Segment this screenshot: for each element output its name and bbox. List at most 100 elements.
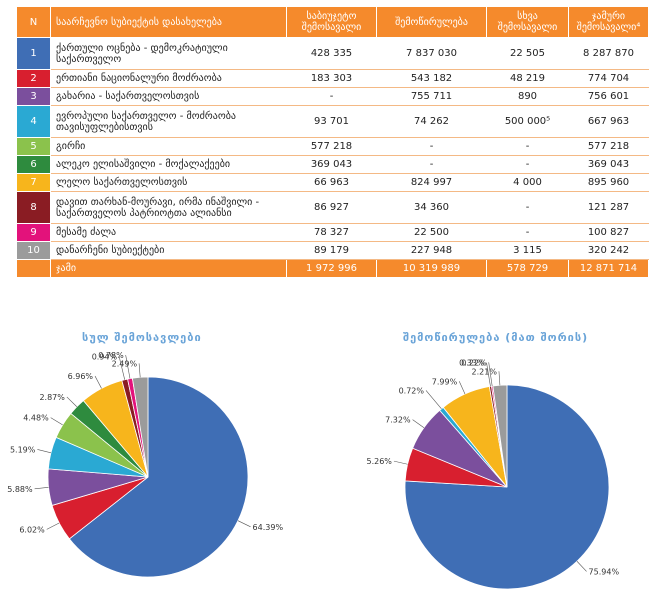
pie-slice-label: 6.02% — [19, 525, 45, 534]
total-other: 578 729 — [486, 259, 569, 278]
pie-slice-label: 75.94% — [589, 567, 620, 576]
pie-slice — [68, 376, 249, 578]
pie-leader-line — [138, 363, 141, 378]
pie-leader-line — [412, 419, 425, 428]
header-other-income: სხვა შემოსავალი — [486, 6, 569, 38]
pie-leader-line — [50, 417, 63, 426]
total-income: 320 242 — [568, 241, 649, 260]
other-income: 4 000 — [486, 173, 569, 192]
pie-donations: 75.94% 5.26% 7.32% 0.72% 7.99%0.33%0.22%2.21… — [366, 358, 620, 590]
subject-name: ერთიანი ნაციონალური მოძრაობა — [50, 69, 287, 88]
pie-slice-label: 2.21% — [472, 367, 498, 376]
pie-slice-label: 5.19% — [10, 445, 36, 454]
subject-name: გირჩი — [50, 137, 287, 156]
pie-slice-label: 0.72% — [399, 386, 425, 395]
pie-leader-line — [125, 354, 131, 379]
table-row: 4 ევროპული საქართველო - მოძრაობა თავისუფლ… — [16, 105, 649, 138]
table-row: 3 გახარია - საქართველოსთვის -755 711 890 756… — [16, 87, 649, 106]
row-number: 7 — [16, 173, 51, 192]
other-income: - — [486, 191, 569, 224]
donations: 74 262 — [376, 105, 487, 138]
pie-leader-line — [498, 371, 501, 386]
table-row: 8 დავით თარხან-მოურავი, ირმა ინაშვილი - ს… — [16, 191, 649, 224]
pie-leader-line — [237, 520, 251, 528]
pie-slice-label: 2.87% — [39, 393, 65, 402]
pie-slice-label: 7.99% — [432, 377, 458, 386]
income-table: N საარჩევნო სუბიექტის დასახელება საბიუჯე… — [16, 6, 649, 278]
subject-name: ალეკო ელისაშვილი - მოქალაქეები — [50, 155, 287, 174]
total-budget: 1 972 996 — [286, 259, 377, 278]
pie-slice-label: 0.33% — [459, 359, 485, 368]
other-income: - — [486, 155, 569, 174]
pie-leader-line — [46, 522, 60, 530]
table-row: 2 ერთიანი ნაციონალური მოძრაობა 183 303 543 … — [16, 69, 649, 88]
budget-income: 89 179 — [286, 241, 377, 260]
pie-slice-label: 2.49% — [112, 359, 138, 368]
pie-leader-line — [66, 396, 78, 407]
budget-income: 93 701 — [286, 105, 377, 138]
pie-slice-label: 0.78% — [98, 351, 124, 360]
header-donations: შემოწირულება — [376, 6, 487, 38]
donations: 22 500 — [376, 223, 487, 242]
donations: 824 997 — [376, 173, 487, 192]
header-n: N — [16, 6, 51, 38]
budget-income: 78 327 — [286, 223, 377, 242]
pie-leader-line — [118, 356, 126, 380]
pie-slice-label: 5.88% — [7, 485, 33, 494]
budget-income: 428 335 — [286, 37, 377, 70]
header-budget-income: საბიუჯეტო შემოსავალი — [286, 6, 377, 38]
pie-leader-line — [425, 390, 442, 410]
total-n — [16, 259, 51, 278]
donations: 34 360 — [376, 191, 487, 224]
donations: 7 837 030 — [376, 37, 487, 70]
pie-slice-label: 64.39% — [253, 523, 284, 532]
table-row: 6 ალეკო ელისაშვილი - მოქალაქეები 369 043- -… — [16, 155, 649, 174]
pie-slice-label: 0.94% — [92, 352, 118, 361]
pie-donations-title: შემოწირულება (მათ შორის) — [403, 331, 589, 344]
pie-total-title: სულ შემოსავლები — [82, 331, 202, 344]
other-income: 500 000⁵ — [486, 105, 569, 138]
total-income: 121 287 — [568, 191, 649, 224]
header-total-income: ჯამური შემოსავალი⁴ — [568, 6, 649, 38]
pie-leader-line — [488, 362, 493, 387]
total-income: 774 704 — [568, 69, 649, 88]
row-number: 4 — [16, 105, 51, 138]
pie-leader-line — [486, 362, 491, 387]
budget-income: 183 303 — [286, 69, 377, 88]
row-number: 2 — [16, 69, 51, 88]
pie-leader-line — [37, 449, 52, 454]
pie-slice-label: 6.96% — [68, 372, 94, 381]
table-row: 9 მესამე ძალა 78 327 22 500-100 827 — [16, 223, 649, 242]
other-income: 3 115 — [486, 241, 569, 260]
budget-income: 86 927 — [286, 191, 377, 224]
total-sum: 12 871 714 — [568, 259, 649, 278]
budget-income: - — [286, 87, 377, 106]
pie-leader-line — [458, 381, 466, 395]
pie-slice-label: 0.22% — [461, 358, 487, 367]
total-income: 895 960 — [568, 173, 649, 192]
subject-name: ქართული ოცნება - დემოკრატიული საქართველო — [50, 37, 287, 70]
subject-name: დავით თარხან-მოურავი, ირმა ინაშვილი - სა… — [50, 191, 287, 224]
pie-leader-line — [393, 460, 408, 465]
pie-total-income: 64.39% 6.02% 5.88% 5.19% 4.48% 2.87% 6.96% 0.94… — [7, 351, 284, 578]
total-label: ჯამი — [50, 259, 287, 278]
row-number: 9 — [16, 223, 51, 242]
table-header-row: N საარჩევნო სუბიექტის დასახელება საბიუჯე… — [16, 6, 649, 38]
pie-slice-label: 5.26% — [366, 457, 392, 466]
budget-income: 577 218 — [286, 137, 377, 156]
table-row: 1 ქართული ოცნება - დემოკრატიული საქართველ… — [16, 37, 649, 70]
row-number: 3 — [16, 87, 51, 106]
table-row: 7 ლელო საქართველოსთვის 66 963 824 997 4 000 8… — [16, 173, 649, 192]
row-number: 8 — [16, 191, 51, 224]
pie-slice-label: 7.32% — [385, 416, 411, 425]
total-income: 100 827 — [568, 223, 649, 242]
donations: - — [376, 137, 487, 156]
pie-leader-line — [94, 375, 102, 389]
total-income: 756 601 — [568, 87, 649, 106]
pie-leader-line — [576, 561, 587, 572]
header-subject-name: საარჩევნო სუბიექტის დასახელება — [50, 6, 287, 38]
row-number: 6 — [16, 155, 51, 174]
other-income: 22 505 — [486, 37, 569, 70]
table-row: 5 გირჩი 577 218- -577 218 — [16, 137, 649, 156]
